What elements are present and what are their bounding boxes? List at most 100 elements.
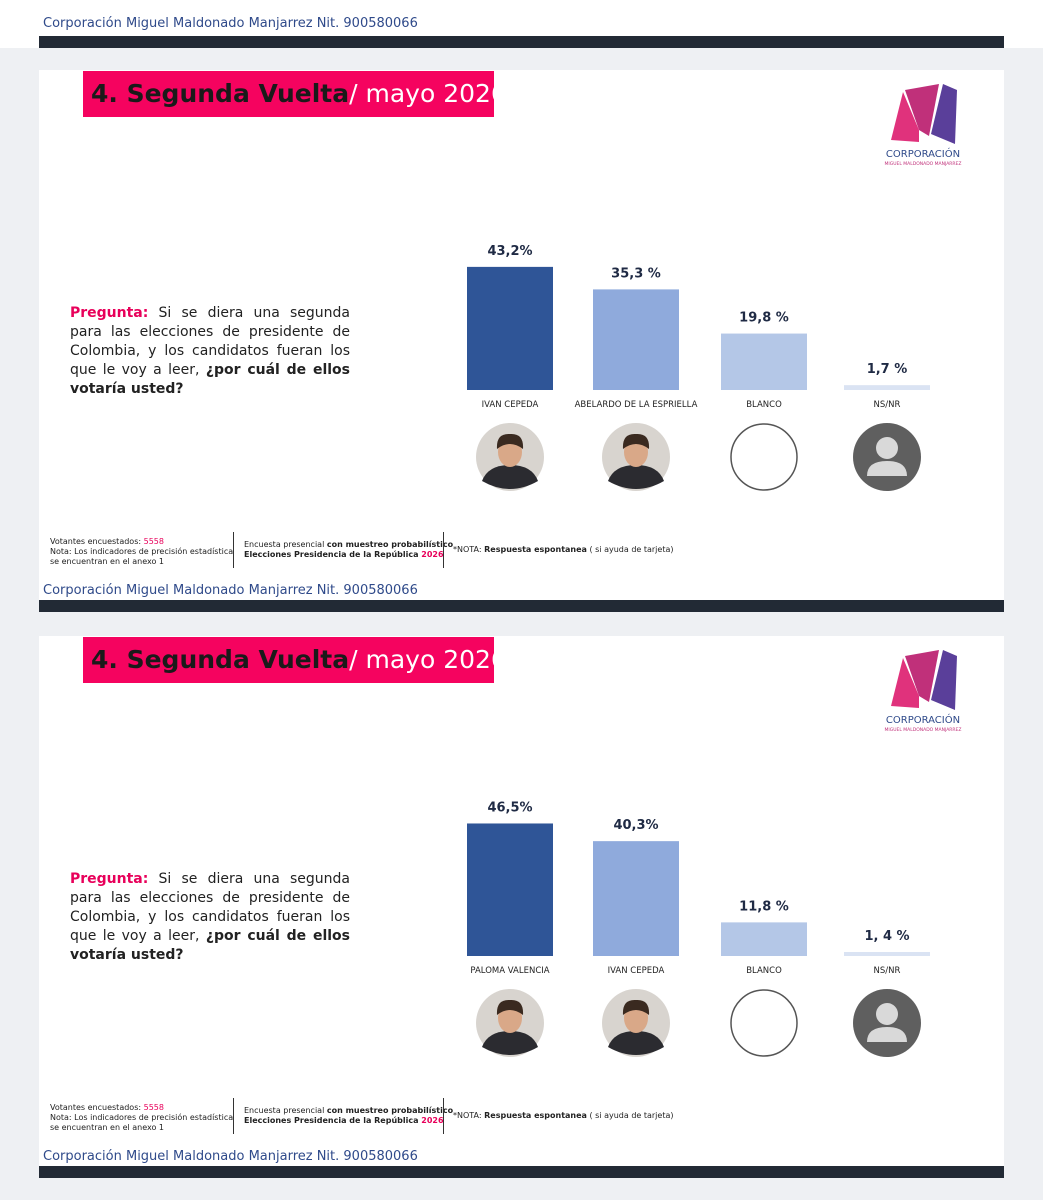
avatar-hair (496, 999, 524, 1015)
note-bold: Respuesta espontanea (484, 1111, 587, 1120)
avatar-blank (730, 989, 798, 1057)
logo-shape (891, 92, 919, 142)
method-line: Encuesta presencial con muestreo probabi… (244, 1106, 454, 1116)
bar (467, 266, 553, 390)
avatar-torso (482, 1031, 538, 1055)
logo-shape (931, 650, 957, 710)
bar (721, 333, 807, 390)
voters-label: Votantes encuestados: (50, 1103, 142, 1112)
divider (443, 532, 444, 568)
logo-subtext: MIGUEL MALDONADO MANJARREZ (885, 727, 962, 733)
value-label: 1,7 % (867, 362, 908, 377)
bar (844, 385, 930, 390)
title-rest: / mayo 2026 (349, 645, 507, 674)
avatar-torso (482, 465, 538, 489)
logo-shape (905, 84, 939, 136)
value-label: 19,8 % (739, 311, 789, 326)
logo-shape (905, 650, 939, 702)
avatar-torso (608, 1031, 664, 1055)
avatar-hair (496, 433, 524, 449)
logo-subtext: MIGUEL MALDONADO MANJARREZ (885, 161, 962, 167)
bar (844, 952, 930, 956)
method-text: Encuesta presencial (244, 540, 325, 549)
precision-note: Nota: Los indicadores de precisión estad… (50, 547, 234, 566)
question-bold: ¿por cuál de ellos votaría usted? (70, 362, 351, 397)
bar (593, 289, 679, 390)
divider (233, 532, 234, 568)
footer-text: Corporación Miguel Maldonado Manjarrez N… (43, 583, 418, 598)
header-band (39, 36, 1004, 48)
divider (233, 1098, 234, 1134)
note-text: ( si ayuda de tarjeta) (589, 1111, 674, 1120)
title-box: 4. Segunda Vuelta/ mayo 2026 (83, 637, 507, 683)
note-label: *NOTA: (453, 1111, 482, 1120)
method-line: Encuesta presencial con muestreo probabi… (244, 540, 454, 550)
value-label: 11,8 % (739, 899, 789, 914)
footer-note: *NOTA: Respuesta espontanea ( si ayuda d… (453, 1111, 753, 1121)
note-bold: Respuesta espontanea (484, 545, 587, 554)
election-line: Elecciones Presidencia de la República 2… (244, 550, 454, 560)
avatar-body (867, 461, 907, 476)
category-label: NS/NR (874, 966, 901, 976)
value-label: 40,3% (613, 818, 658, 833)
category-label: IVAN CEPEDA (608, 966, 665, 976)
slide: 4. Segunda Vuelta/ mayo 2026 CORPORACIÓN M… (39, 636, 1004, 1178)
logo-text: CORPORACIÓN (886, 713, 960, 726)
question: Pregunta: Si se diera una segunda para l… (70, 304, 350, 399)
footer-note: *NOTA: Respuesta espontanea ( si ayuda d… (453, 545, 753, 555)
title-bold: 4. Segunda Vuelta (91, 645, 350, 674)
category-label: IVAN CEPEDA (482, 400, 539, 410)
footer-mid: Encuesta presencial con muestreo probabi… (244, 1106, 454, 1126)
footer-left: Votantes encuestados: 5558 Nota: Los indi… (50, 1103, 235, 1133)
question-text: Si se diera una segunda para las eleccio… (70, 305, 350, 378)
avatar-torso (608, 465, 664, 489)
footer-left: Votantes encuestados: 5558 Nota: Los indi… (50, 537, 235, 567)
question: Pregunta: Si se diera una segunda para l… (70, 870, 350, 965)
avatar-hair (622, 433, 650, 449)
title-box: 4. Segunda Vuelta/ mayo 2026 (83, 71, 507, 117)
category-label: PALOMA VALENCIA (470, 966, 549, 976)
avatar-head (876, 437, 898, 459)
election-line: Elecciones Presidencia de la República 2… (244, 1116, 454, 1126)
title-rest: / mayo 2026 (349, 79, 507, 108)
precision-note: Nota: Los indicadores de precisión estad… (50, 1113, 234, 1132)
logo-text: CORPORACIÓN (886, 147, 960, 160)
bar (721, 922, 807, 956)
category-label: ABELARDO DE LA ESPRIELLA (575, 400, 698, 410)
footer-mid: Encuesta presencial con muestreo probabi… (244, 540, 454, 560)
value-label: 1, 4 % (864, 929, 909, 944)
footer-band (39, 1166, 1004, 1178)
question-bold: ¿por cuál de ellos votaría usted? (70, 928, 351, 963)
question-label: Pregunta: (70, 871, 149, 887)
voters-count: 5558 (143, 1103, 164, 1112)
method-text: Encuesta presencial (244, 1106, 325, 1115)
method-bold: con muestreo probabilístico (326, 1106, 454, 1115)
avatar-hair (622, 999, 650, 1015)
election-text: Elecciones Presidencia de la República (244, 550, 419, 559)
method-bold: con muestreo probabilístico (326, 540, 454, 549)
category-label: BLANCO (746, 400, 782, 410)
note-text: ( si ayuda de tarjeta) (589, 545, 674, 554)
election-text: Elecciones Presidencia de la República (244, 1116, 419, 1125)
voters-count: 5558 (143, 537, 164, 546)
category-label: NS/NR (874, 400, 901, 410)
logo-shape (891, 658, 919, 708)
question-label: Pregunta: (70, 305, 149, 321)
header-text: Corporación Miguel Maldonado Manjarrez N… (43, 16, 418, 31)
slide: 4. Segunda Vuelta/ mayo 2026 CORPORACIÓN M… (39, 70, 1004, 612)
election-year: 2026 (421, 550, 444, 559)
question-text: Si se diera una segunda para las eleccio… (70, 871, 350, 944)
avatar-body (867, 1027, 907, 1042)
value-label: 43,2% (487, 244, 532, 259)
voters-label: Votantes encuestados: (50, 537, 142, 546)
logo-shape (931, 84, 957, 144)
divider (443, 1098, 444, 1134)
footer-band (39, 600, 1004, 612)
footer-text: Corporación Miguel Maldonado Manjarrez N… (43, 1149, 418, 1164)
election-year: 2026 (421, 1116, 444, 1125)
bar (593, 841, 679, 956)
title-bold: 4. Segunda Vuelta (91, 79, 350, 108)
